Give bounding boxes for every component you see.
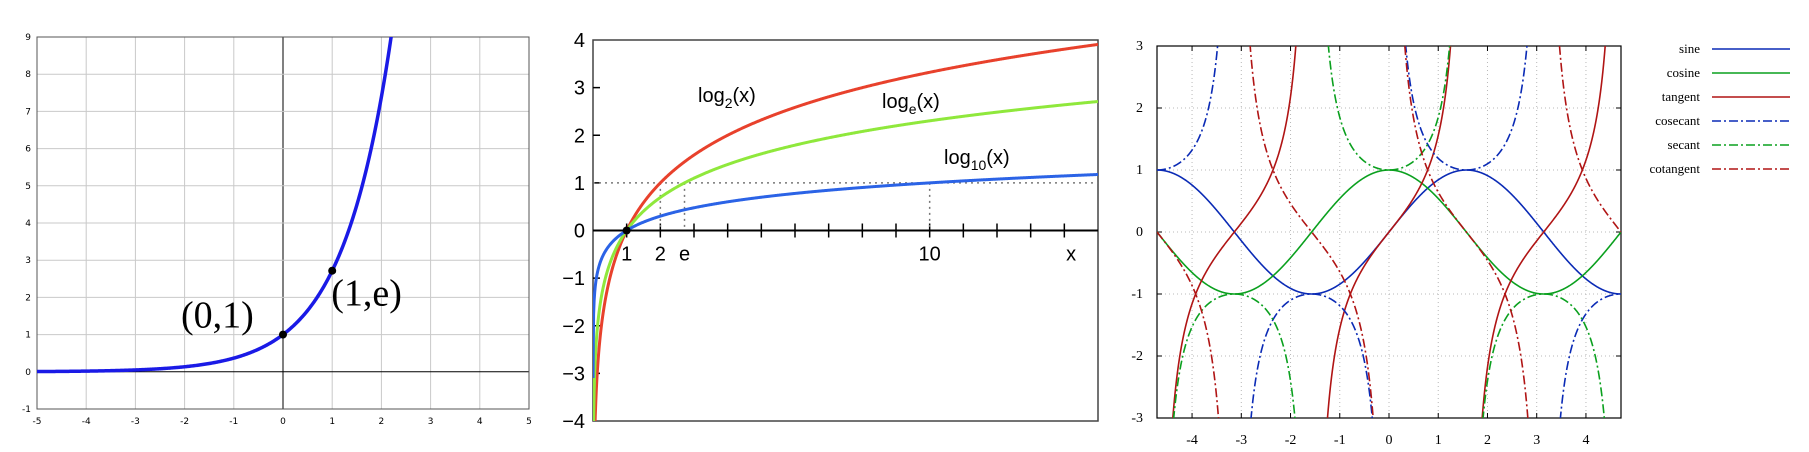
legend-label: cotangent xyxy=(1649,161,1700,176)
x-tick-label: 1 xyxy=(621,244,632,266)
exp-curve xyxy=(37,37,393,374)
series-label-subscript: 10 xyxy=(971,157,987,173)
trig-curve xyxy=(1157,46,1621,418)
series-label-base: log xyxy=(882,91,909,113)
series-label: log10(x) xyxy=(944,147,1010,173)
x-tick-label: 0 xyxy=(280,417,286,427)
legend-label: cosine xyxy=(1667,65,1700,80)
x-tick-label: x xyxy=(1066,244,1076,266)
series-label-tail: (x) xyxy=(733,85,756,107)
data-point xyxy=(328,266,337,275)
y-tick-label: 8 xyxy=(25,70,31,80)
point-label: (1,e) xyxy=(331,273,402,315)
trig-curve xyxy=(1157,169,1621,295)
x-tick-label: 2 xyxy=(1484,433,1491,448)
x-tick-label: -3 xyxy=(1235,433,1247,448)
y-tick-label: -2 xyxy=(1131,349,1143,364)
x-tick-label: -5 xyxy=(33,417,42,427)
series-label-subscript: e xyxy=(909,101,917,117)
y-tick-label: 3 xyxy=(574,78,585,100)
y-tick-label: 2 xyxy=(1136,101,1143,116)
legend-label: cosecant xyxy=(1655,113,1700,128)
x-tick-label: 0 xyxy=(1386,433,1393,448)
x-tick-label: -1 xyxy=(229,417,238,427)
x-tick-label: 1 xyxy=(1435,433,1442,448)
series-label: log2(x) xyxy=(698,85,756,111)
y-tick-label: 6 xyxy=(25,145,31,155)
y-tick-label: 4 xyxy=(25,219,31,229)
x-tick-label: 5 xyxy=(526,417,532,427)
x-tick-label: e xyxy=(679,244,690,266)
legend-label: tangent xyxy=(1662,89,1701,104)
y-tick-label: 1 xyxy=(574,173,585,195)
y-tick-label: 3 xyxy=(1136,39,1143,54)
x-tick-label: 4 xyxy=(477,417,483,427)
y-tick-label: 9 xyxy=(25,33,31,43)
y-tick-label: 1 xyxy=(25,331,31,341)
x-tick-label: 3 xyxy=(428,417,434,427)
series-label-base: log xyxy=(698,85,725,107)
y-tick-label: 0 xyxy=(574,221,585,243)
y-tick-label: −1 xyxy=(562,268,585,290)
series-label-base: log xyxy=(944,147,971,169)
plot-frame xyxy=(36,36,530,410)
x-tick-label: -2 xyxy=(180,417,189,427)
trig-curve xyxy=(1172,46,1606,418)
x-tick-label: 2 xyxy=(379,417,385,427)
y-tick-label: 1 xyxy=(1136,163,1143,178)
x-tick-label: 2 xyxy=(655,244,666,266)
data-point xyxy=(279,330,287,339)
y-tick-label: 2 xyxy=(25,293,31,303)
y-tick-label: 2 xyxy=(574,125,585,147)
y-tick-label: 7 xyxy=(25,107,31,117)
y-tick-label: -1 xyxy=(22,405,31,415)
trig-curve xyxy=(1157,46,1621,418)
y-tick-label: -3 xyxy=(1131,411,1143,426)
x-tick-label: -3 xyxy=(131,417,140,427)
x-tick-label: -4 xyxy=(1186,433,1198,448)
x-tick-label: -2 xyxy=(1285,433,1297,448)
legend-label: sine xyxy=(1679,41,1700,56)
x-tick-label: 4 xyxy=(1582,433,1589,448)
x-tick-label: 1 xyxy=(329,417,335,427)
y-tick-label: -1 xyxy=(1131,287,1143,302)
data-point xyxy=(622,226,631,235)
series-label-tail: (x) xyxy=(917,91,940,113)
trig-functions-chart: -4 -3 -2 -1 0 1 2 3 4 3 2 1 0 -1 -2 -3 sine cosine tangent… xyxy=(1131,39,1790,448)
y-tick-label: −4 xyxy=(562,411,585,433)
y-tick-label: 5 xyxy=(25,182,31,192)
series-label-tail: (x) xyxy=(986,147,1009,169)
y-tick-label: −2 xyxy=(562,316,585,338)
series-label-subscript: 2 xyxy=(725,95,733,111)
log-curve xyxy=(593,172,1098,379)
point-label: (0,1) xyxy=(181,295,254,337)
x-tick-label: -4 xyxy=(82,417,91,427)
y-tick-label: 0 xyxy=(1136,225,1143,240)
log-curve xyxy=(593,42,1098,421)
log-curve xyxy=(593,100,1098,421)
series-label: loge(x) xyxy=(882,91,940,117)
legend-label: secant xyxy=(1668,137,1701,152)
y-tick-label: 3 xyxy=(25,256,31,266)
x-tick-label: 10 xyxy=(919,244,941,266)
y-tick-label: 0 xyxy=(25,368,31,378)
y-tick-label: 4 xyxy=(574,30,585,52)
exponential-chart: -5 -4 -3 -2 -1 0 1 2 3 4 5 -1 0 1 2 3 4 5 6 7 8 9 (0,1) (1,e) xyxy=(22,33,532,427)
trig-curve xyxy=(1172,46,1606,418)
x-tick-label: -1 xyxy=(1334,433,1346,448)
x-tick-label: 3 xyxy=(1533,433,1540,448)
y-tick-label: −3 xyxy=(562,363,585,385)
